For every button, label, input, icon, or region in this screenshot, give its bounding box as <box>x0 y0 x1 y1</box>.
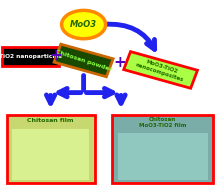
Text: Chitosan film: Chitosan film <box>27 119 74 123</box>
Text: Chitosan powder: Chitosan powder <box>55 49 112 72</box>
FancyBboxPatch shape <box>118 133 208 180</box>
FancyBboxPatch shape <box>12 129 89 180</box>
Text: Chitosan
MoO3-TiO2 film: Chitosan MoO3-TiO2 film <box>139 117 187 128</box>
FancyBboxPatch shape <box>124 52 198 88</box>
Ellipse shape <box>62 10 106 39</box>
Text: MoO3: MoO3 <box>70 20 97 29</box>
FancyBboxPatch shape <box>7 115 95 183</box>
Text: TiO2 nanoparticles: TiO2 nanoparticles <box>0 54 62 59</box>
FancyBboxPatch shape <box>54 44 113 77</box>
Text: +: + <box>114 55 126 70</box>
FancyBboxPatch shape <box>112 115 213 183</box>
Text: +: + <box>50 48 62 63</box>
Text: MoO3-TiO2
nanocomposites: MoO3-TiO2 nanocomposites <box>135 57 186 83</box>
FancyBboxPatch shape <box>2 47 59 66</box>
